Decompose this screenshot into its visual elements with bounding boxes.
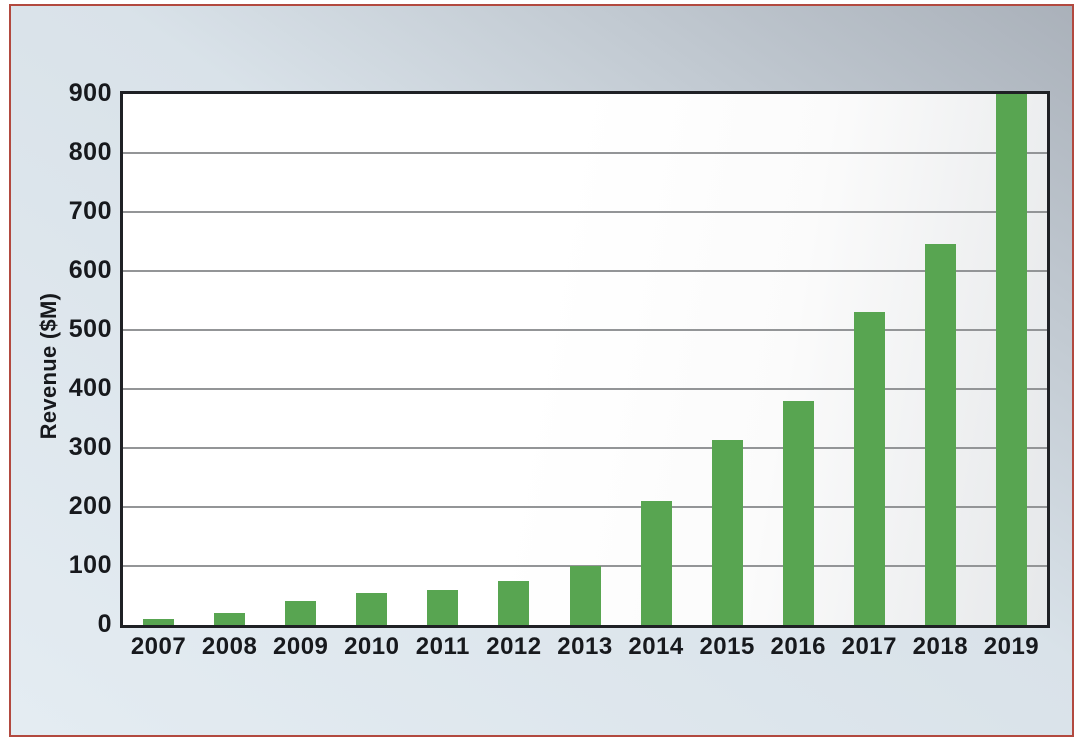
plot-area [120,91,1050,628]
bar-2013 [569,566,601,625]
bar-2014 [640,501,672,625]
bar-2019 [995,94,1027,625]
gridline [123,506,1047,508]
y-tick-label: 400 [68,373,112,402]
y-tick-label: 700 [68,196,112,225]
gridline [123,211,1047,213]
x-tick-label: 2014 [628,633,684,660]
bar-2009 [285,601,317,625]
bar-2010 [356,592,388,625]
x-tick-label: 2010 [344,633,400,660]
x-tick-label: 2015 [699,633,755,660]
bar-2016 [782,400,814,625]
x-tick-label: 2008 [201,633,258,660]
x-tick-label: 2012 [486,633,542,660]
x-tick-label: 2013 [557,633,613,660]
y-tick-label: 600 [68,255,112,284]
gridline [123,329,1047,331]
x-tick-label: 2017 [841,633,897,660]
gridline [123,388,1047,390]
y-tick-label: 200 [68,491,112,520]
x-axis-ticks: 2007 2008 2009 2010 2011 2012 2013 2014 2015 2016… [123,633,1047,665]
y-tick-label: 900 [68,78,112,107]
x-tick-label: 2009 [272,633,329,660]
bar-2007 [143,619,175,625]
bar-2008 [214,613,246,625]
y-axis-ticks: 0 100 200 300 400 500 600 700 800 900 [0,79,112,638]
y-tick-label: 100 [68,550,112,579]
x-tick-label: 2018 [912,633,969,660]
gridline [123,152,1047,154]
y-tick-label: 500 [68,314,112,343]
bar-2011 [427,589,459,625]
x-tick-label: 2011 [415,633,470,660]
bar-2017 [853,312,885,625]
y-tick-label: 800 [68,137,112,166]
bar-2012 [498,580,530,625]
bar-2015 [711,440,743,625]
bar-2018 [924,244,956,625]
y-tick-label: 0 [97,609,112,638]
plot-canvas [123,94,1047,625]
y-tick-label: 300 [68,432,112,461]
x-tick-label: 2016 [770,633,826,660]
x-tick-label: 2019 [983,633,1040,660]
gridline [123,270,1047,272]
gridline [123,447,1047,449]
x-tick-label: 2007 [130,633,187,660]
